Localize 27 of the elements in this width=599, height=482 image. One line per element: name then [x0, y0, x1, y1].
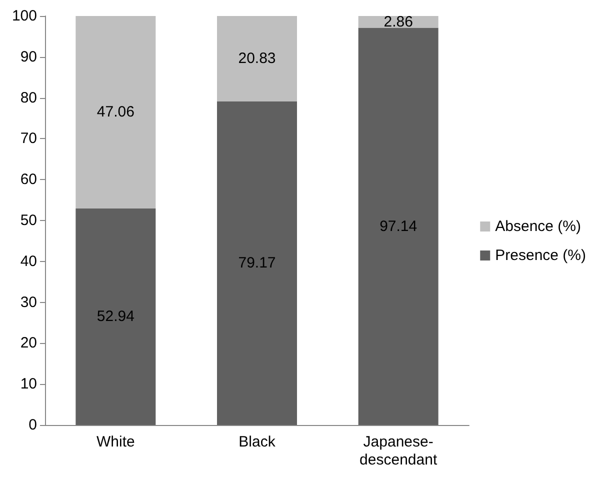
data-label: 79.17: [238, 254, 276, 272]
y-tick-label: 10: [20, 376, 37, 393]
legend-label: Presence (%): [495, 247, 586, 264]
bar: [217, 16, 297, 102]
y-tick-label: 90: [20, 48, 37, 66]
y-tick-label: 70: [20, 130, 37, 148]
y-tick-label: 80: [20, 89, 37, 106]
y-tick-label: 30: [20, 294, 37, 311]
bar: [76, 16, 156, 208]
bar: [217, 101, 297, 425]
y-tick-label: 100: [12, 8, 37, 24]
data-label: 97.14: [380, 218, 418, 235]
data-label: 47.06: [96, 104, 134, 121]
bar: [76, 208, 156, 425]
y-tick-label: 60: [20, 171, 37, 188]
x-tick-label: Black: [238, 434, 276, 450]
data-label: 52.94: [96, 308, 134, 326]
y-tick-label: 20: [20, 334, 37, 352]
y-tick-label: 40: [20, 252, 37, 270]
x-tick-label: Japanese-descendant: [360, 434, 438, 468]
legend-label: Absence (%): [495, 218, 582, 235]
data-label: 2.86: [384, 13, 413, 30]
data-label: 20.83: [238, 50, 276, 68]
y-tick-label: 0: [28, 416, 37, 434]
y-tick-label: 50: [20, 212, 37, 229]
bar: [358, 28, 438, 425]
x-tick-label: White: [96, 434, 135, 450]
